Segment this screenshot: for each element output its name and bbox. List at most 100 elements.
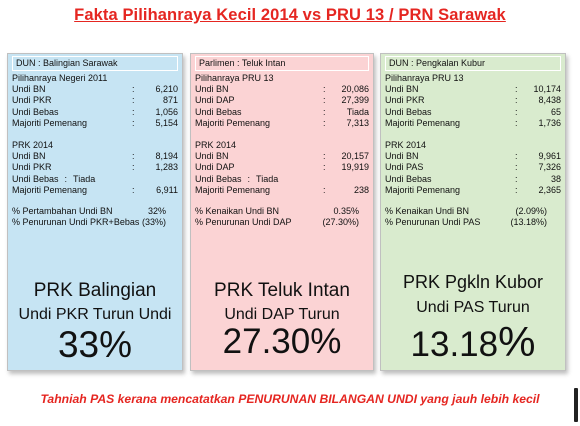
stat-row: Undi Bebas: Tiada: [195, 174, 369, 185]
stat-row: Undi Bebas: Tiada: [12, 174, 178, 185]
stat-separator: :: [515, 151, 518, 162]
stat-row: Undi BN: 8,194: [12, 151, 178, 162]
stat-separator: :: [132, 162, 135, 173]
summary-percent-number: 13.18: [410, 325, 499, 364]
stat-row: Majoriti Pemenang: 7,313: [195, 118, 369, 129]
stat-row: Majoriti Pemenang: 6,911: [12, 185, 178, 196]
section-title: PRK 2014: [385, 140, 427, 151]
stat-value: 65: [550, 106, 561, 117]
percent-value: (27.30%): [322, 217, 359, 228]
stat-value: 6,911: [156, 184, 178, 195]
panel-header: Parlimen : Teluk Intan: [195, 56, 369, 71]
panel-teluk-intan: Parlimen : Teluk Intan Pilihanraya PRU 1…: [190, 53, 374, 371]
percent-label: % Pertambahan Undi BN: [12, 206, 113, 217]
stat-separator: :: [323, 95, 326, 106]
stat-row: Undi Bebas: 38: [385, 174, 561, 185]
stat-value: 27,399: [341, 95, 369, 106]
stat-label: Undi DAP: [195, 162, 235, 173]
summary-subheading: Undi DAP Turun: [224, 306, 340, 323]
stat-value: 10,174: [533, 84, 561, 95]
stat-label: Undi PKR: [12, 95, 52, 106]
stat-row: Undi PKR: 871: [12, 95, 178, 106]
stat-label: Undi Bebas: [195, 106, 242, 117]
stat-row: Undi PKR: 8,438: [385, 95, 561, 106]
stat-value: 871: [162, 95, 178, 106]
section-title: PRK 2014: [12, 140, 54, 151]
stat-separator: :: [515, 106, 518, 117]
stat-value: 2,365: [538, 184, 561, 195]
stat-label: Undi BN: [12, 151, 46, 162]
stat-separator: :: [132, 84, 135, 95]
page-title: Fakta Pilihanraya Kecil 2014 vs PRU 13 /…: [74, 6, 506, 24]
stat-separator: :: [132, 184, 135, 195]
stat-label: Undi BN: [385, 84, 419, 95]
stat-label: Majoriti Pemenang: [385, 184, 461, 195]
summary-subheading: Undi PAS Turun: [416, 299, 530, 316]
panel-header: DUN : Pengkalan Kubur: [385, 56, 561, 71]
stat-label: Undi Bebas: [12, 173, 59, 184]
stat-value: 20,086: [341, 84, 369, 95]
summary-heading: PRK Pgkln Kubor: [402, 272, 544, 292]
panel-pengkalan-kubur: DUN : Pengkalan Kubur Pilihanraya PRU 13…: [380, 53, 566, 371]
stat-separator: :: [515, 184, 518, 195]
percent-row: % Pertambahan Undi BN 32%: [12, 206, 178, 217]
stat-value: 7,326: [538, 162, 561, 173]
stat-label: Undi PKR: [385, 95, 425, 106]
stat-label: Majoriti Pemenang: [12, 184, 88, 195]
stat-separator: :: [132, 106, 135, 117]
stat-separator: :: [515, 173, 518, 184]
percent-row: % Kenaikan Undi BN 0.35%: [195, 206, 369, 217]
percent-label: % Penurunan Undi DAP: [195, 217, 292, 228]
stat-label: Undi Bebas: [385, 173, 432, 184]
percent-row: % Penurunan Undi DAP (27.30%): [195, 217, 369, 228]
stat-separator: :: [515, 84, 518, 95]
stat-value: 1,056: [155, 106, 178, 117]
percent-label: % Penurunan Undi PKR+Bebas: [12, 217, 140, 228]
section-title: Pilihanraya Negeri 2011: [12, 73, 108, 83]
stat-value: 20,157: [341, 151, 369, 162]
section-title: Pilihanraya PRU 13: [385, 73, 464, 83]
stat-value: 6,210: [155, 84, 178, 95]
summary-heading: PRK Balingian: [33, 280, 157, 301]
percent-row: % Penurunan Undi PAS (13.18%): [385, 217, 561, 228]
stat-separator: :: [132, 117, 135, 128]
stat-value: Tiada: [73, 173, 96, 184]
stat-separator: :: [323, 84, 326, 95]
stat-separator: :: [323, 106, 326, 117]
stat-value: 1,283: [155, 162, 178, 173]
stat-row: Majoriti Pemenang: 238: [195, 185, 369, 196]
summary-heading: PRK Teluk Intan: [214, 280, 350, 301]
stat-label: Majoriti Pemenang: [385, 117, 461, 128]
stat-row: Undi Bebas: 1,056: [12, 107, 178, 118]
stat-label: Majoriti Pemenang: [12, 117, 88, 128]
stat-value: 238: [353, 184, 369, 195]
stat-separator: :: [515, 162, 518, 173]
stat-value: 7,313: [346, 117, 369, 128]
stat-separator: :: [323, 151, 326, 162]
stat-value: 9,961: [538, 151, 561, 162]
percent-row: % Penurunan Undi PKR+Bebas (33%): [12, 217, 178, 228]
panel-header: DUN : Balingian Sarawak: [12, 56, 178, 71]
stat-value: 19,919: [341, 162, 369, 173]
stat-label: Undi BN: [385, 151, 419, 162]
stat-separator: :: [515, 95, 518, 106]
edge-strip: [574, 388, 578, 422]
stat-row: Undi BN: 10,174: [385, 84, 561, 95]
stat-label: Undi Bebas: [12, 106, 59, 117]
summary-percent: 27.30%: [222, 322, 342, 361]
stat-separator: :: [132, 95, 135, 106]
stat-label: Undi DAP: [195, 95, 235, 106]
stat-value: 38: [550, 173, 561, 184]
stat-label: Undi BN: [195, 84, 229, 95]
stat-row: Undi PAS: 7,326: [385, 162, 561, 173]
stat-row: Undi BN: 20,157: [195, 151, 369, 162]
stat-label: Undi BN: [195, 151, 229, 162]
summary-percent: 33%: [57, 324, 133, 365]
stat-label: Undi BN: [12, 84, 46, 95]
stat-row: Undi BN: 20,086: [195, 84, 369, 95]
stat-separator: :: [323, 117, 326, 128]
stat-value: Tiada: [256, 173, 279, 184]
percent-value: (13.18%): [510, 217, 547, 228]
percent-label: % Kenaikan Undi BN: [385, 206, 470, 217]
stat-label: Majoriti Pemenang: [195, 184, 271, 195]
